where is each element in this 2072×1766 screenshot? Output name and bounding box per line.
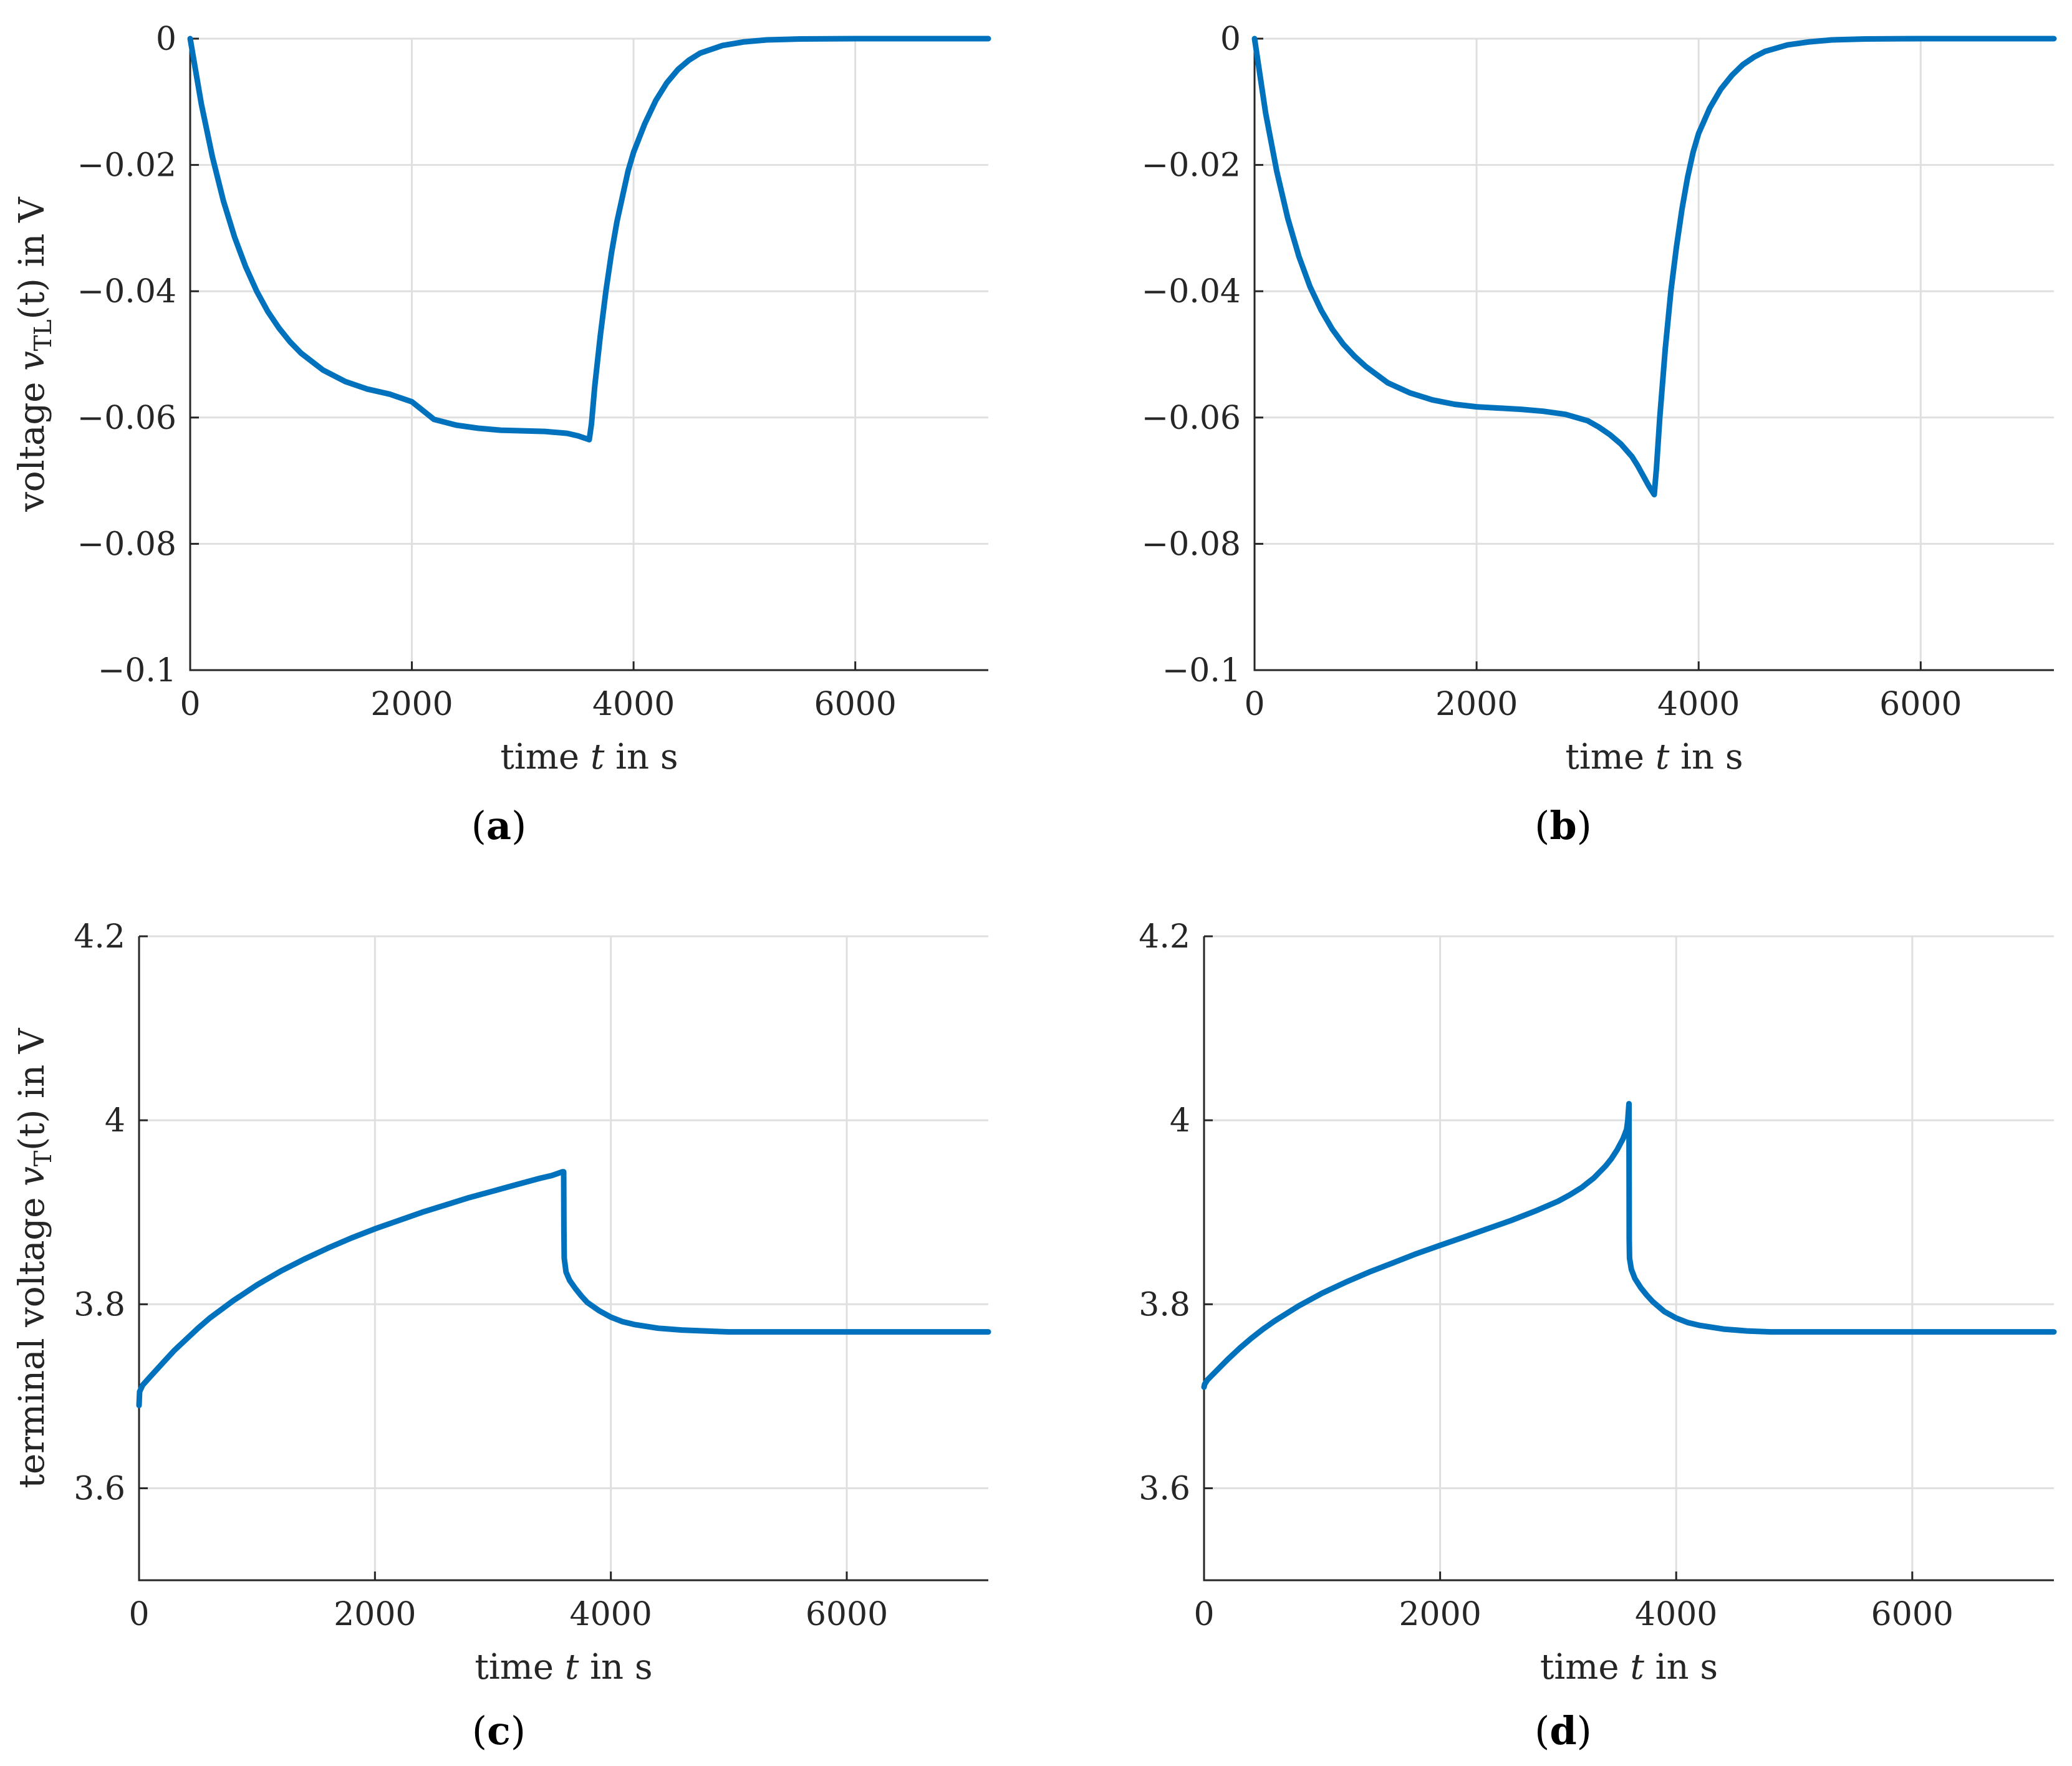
series-line-v_T xyxy=(1201,1101,2057,1390)
y-tick-label: 0 xyxy=(156,21,176,58)
x-axis-label: time t in s xyxy=(475,1647,652,1687)
y-axis-label-var: v xyxy=(12,1166,52,1186)
y-tick-label: 4 xyxy=(1170,1102,1190,1140)
y-axis-label: voltage vTL(t) in V xyxy=(12,196,57,512)
subcaption-letter: c xyxy=(487,1708,511,1754)
y-axis-label-var: v xyxy=(12,1166,52,1186)
y-tick-label: 0 xyxy=(1220,21,1241,58)
chart-d: 0 2000 4000 6000 3.6 3.8 4 4.2 time t in s termin… xyxy=(12,918,2057,1754)
y-tick-label: −0.02 xyxy=(77,147,176,185)
x-tick-label: 6000 xyxy=(1871,1596,1954,1633)
x-tick-label: 0 xyxy=(1244,686,1265,723)
subcaption-close: ) xyxy=(511,803,526,848)
subcaption: (c) xyxy=(472,1708,526,1754)
y-tick-label: 3.6 xyxy=(1139,1470,1190,1507)
y-tick-label: −0.06 xyxy=(77,400,176,437)
subcaption-open: ( xyxy=(1535,1708,1549,1754)
y-tick-label: 3.8 xyxy=(1139,1286,1190,1323)
y-axis-label-text: voltage xyxy=(12,371,52,512)
y-tick-label: 4.2 xyxy=(74,918,125,956)
y-axis-label-var: v xyxy=(12,351,52,371)
y-tick-label: −0.04 xyxy=(77,273,176,310)
x-axis-label-unit: in s xyxy=(1644,1647,1718,1687)
x-axis-label-unit: in s xyxy=(1669,737,1743,777)
y-tick-label: 4 xyxy=(105,1102,125,1140)
y-tick-label: −0.06 xyxy=(1142,400,1241,437)
subcaption-close: ) xyxy=(1577,1708,1592,1754)
y-tick-label: 3.8 xyxy=(74,1286,125,1323)
x-axis-label-text: time xyxy=(1565,737,1655,777)
subcaption-open: ( xyxy=(1535,803,1549,848)
x-axis-label-unit: in s xyxy=(604,737,678,777)
y-axis-label-unit: (t) in V xyxy=(12,1027,52,1151)
y-axis-label-unit: (t) in V xyxy=(12,1027,52,1151)
y-axis-label-unit: (t) in V xyxy=(12,196,52,320)
y-axis-label-text: terminal voltage xyxy=(12,1186,52,1489)
chart-c: 0 2000 4000 6000 3.6 3.8 4 4.2 time t in s termin… xyxy=(12,918,991,1754)
subcaption-letter: d xyxy=(1549,1708,1576,1754)
x-axis-label-var: t xyxy=(1655,737,1670,777)
subcaption-letter: b xyxy=(1549,803,1576,848)
x-tick-label: 2000 xyxy=(1435,686,1518,723)
y-tick-label: 3.6 xyxy=(74,1470,125,1507)
series-line-v_T xyxy=(136,1169,991,1409)
subcaption-letter: a xyxy=(486,803,511,848)
axes xyxy=(1253,39,2054,671)
subcaption: (d) xyxy=(1535,1708,1592,1754)
y-axis-label: terminal voltage vT(t) in V xyxy=(12,1027,57,1488)
y-tick-label: −0.02 xyxy=(1142,147,1241,185)
x-axis-label-var: t xyxy=(565,1647,579,1687)
x-axis-label-var: t xyxy=(590,737,605,777)
x-tick-label: 6000 xyxy=(814,686,896,723)
x-axis-label: time t in s xyxy=(500,737,678,777)
subcaption: (b) xyxy=(1535,803,1592,848)
x-axis-label: time t in s xyxy=(1565,737,1743,777)
y-axis-label-subscript: TL xyxy=(29,320,57,352)
series-line-v_TL xyxy=(1251,36,2057,497)
y-axis-label: voltage vTL(t) in V xyxy=(12,196,57,512)
x-tick-label: 4000 xyxy=(1635,1596,1717,1633)
x-tick-label: 4000 xyxy=(569,1596,652,1633)
x-tick-label: 0 xyxy=(180,686,200,723)
x-axis-label-var: t xyxy=(1630,1647,1644,1687)
x-tick-label: 2000 xyxy=(334,1596,416,1633)
y-axis-label-subscript: TL xyxy=(29,320,57,352)
y-axis-label-text: terminal voltage xyxy=(12,1186,52,1489)
x-axis-label-unit: in s xyxy=(579,1647,652,1687)
subcaption-close: ) xyxy=(1577,803,1592,848)
y-axis-label: terminal voltage vT(t) in V xyxy=(12,1027,57,1488)
x-tick-label: 6000 xyxy=(806,1596,888,1633)
x-tick-label: 0 xyxy=(1193,1596,1214,1633)
y-tick-label: −0.08 xyxy=(77,525,176,563)
y-tick-label: −0.04 xyxy=(1142,273,1241,310)
x-tick-label: 4000 xyxy=(592,686,675,723)
y-axis-label-subscript: T xyxy=(29,1151,57,1166)
subcaption-open: ( xyxy=(471,803,486,848)
x-tick-label: 2000 xyxy=(370,686,453,723)
x-tick-label: 4000 xyxy=(1657,686,1740,723)
x-tick-label: 2000 xyxy=(1399,1596,1481,1633)
x-axis-label: time t in s xyxy=(1540,1647,1718,1687)
x-tick-label: 0 xyxy=(128,1596,149,1633)
y-tick-label: 4.2 xyxy=(1139,918,1190,956)
series-line-v_TL xyxy=(187,36,991,443)
y-axis-label-subscript: T xyxy=(29,1151,57,1166)
chart-a: 0 2000 4000 6000 −0.1 −0.08 −0.06 −0.04 −0.02 0 ti… xyxy=(12,21,991,848)
subcaption-close: ) xyxy=(511,1708,526,1754)
y-axis-label-unit: (t) in V xyxy=(12,196,52,320)
x-axis-label-text: time xyxy=(500,737,590,777)
subcaption: (a) xyxy=(471,803,527,848)
y-tick-label: −0.1 xyxy=(1162,652,1241,689)
y-tick-label: −0.08 xyxy=(1142,525,1241,563)
y-tick-label: −0.1 xyxy=(98,652,176,689)
x-tick-label: 6000 xyxy=(1879,686,1962,723)
x-axis-label-text: time xyxy=(475,1647,564,1687)
x-axis-label-text: time xyxy=(1540,1647,1630,1687)
chart-b: 0 2000 4000 6000−0.1−0.08−0.06−0.04−0.020ti… xyxy=(12,21,2057,848)
y-axis-label-text: voltage xyxy=(12,371,52,512)
y-axis-label-var: v xyxy=(12,351,52,371)
axes xyxy=(189,39,988,671)
subcaption-open: ( xyxy=(472,1708,487,1754)
